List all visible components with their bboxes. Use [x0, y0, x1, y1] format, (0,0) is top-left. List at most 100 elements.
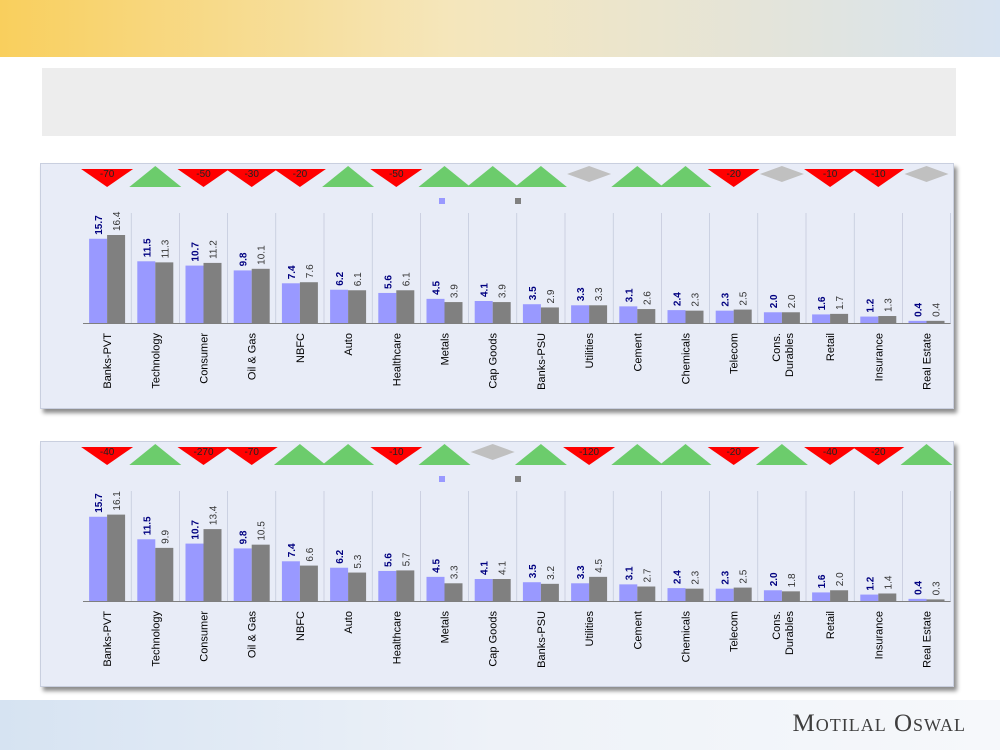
data-label-series-2: 9.9	[160, 530, 171, 544]
bar-series-1	[715, 310, 734, 323]
bar-series-1	[715, 588, 734, 601]
bar-series-1	[619, 306, 638, 323]
category-label: Cons.	[771, 611, 783, 640]
data-label-series-1: 3.3	[576, 287, 587, 301]
change-marker-label: -30	[244, 169, 259, 180]
bar-series-2	[203, 529, 222, 601]
bar-series-1	[522, 304, 541, 323]
legend-swatch-series-2	[515, 476, 521, 482]
bar-series-2	[444, 302, 463, 323]
data-label-series-1: 2.4	[673, 570, 684, 584]
bar-series-1	[137, 539, 156, 601]
bar-series-1	[330, 289, 349, 323]
bar-series-2	[492, 579, 511, 601]
change-marker-up	[322, 444, 375, 465]
bar-series-1	[908, 320, 927, 323]
bar-series-2	[107, 514, 126, 601]
bar-series-2	[251, 268, 270, 323]
category-label: Healthcare	[391, 611, 403, 664]
change-marker-down	[225, 447, 278, 465]
data-label-series-1: 4.5	[432, 559, 443, 573]
bar-series-1	[233, 270, 252, 323]
bar-series-2	[251, 544, 270, 601]
category-label: Cement	[632, 611, 644, 650]
data-label-series-1: 15.7	[94, 215, 105, 235]
data-label-series-2: 16.4	[112, 211, 123, 231]
data-label-series-2: 1.7	[835, 296, 846, 310]
bar-series-1	[89, 238, 108, 323]
data-label-series-2: 4.5	[594, 559, 605, 573]
data-label-series-2: 2.3	[691, 292, 702, 306]
category-label: Oil & Gas	[247, 333, 259, 381]
data-label-series-2: 5.7	[401, 552, 412, 566]
category-label: Cement	[632, 333, 644, 372]
data-label-series-2: 1.4	[883, 575, 894, 589]
data-label-series-1: 5.6	[383, 553, 394, 567]
bar-series-2	[492, 302, 511, 323]
category-label: Insurance	[873, 611, 885, 659]
change-marker-up	[129, 444, 182, 465]
change-marker-label: -120	[579, 447, 599, 458]
change-marker-down	[81, 169, 134, 187]
category-label: Real Estate	[922, 333, 934, 390]
bar-series-1	[281, 283, 300, 323]
bar-series-2	[733, 587, 752, 601]
bar-series-1	[185, 265, 204, 323]
change-marker-up	[322, 166, 375, 187]
category-label: Banks-PSU	[536, 611, 548, 668]
legend-swatch-series-2	[515, 198, 521, 204]
change-marker-label: -20	[293, 169, 308, 180]
bar-series-2	[878, 593, 897, 601]
bar-series-2	[203, 262, 222, 323]
change-marker-down	[707, 447, 760, 465]
data-label-series-1: 0.4	[914, 581, 925, 595]
bar-series-2	[396, 290, 415, 323]
data-label-series-2: 10.5	[257, 521, 268, 541]
bar-series-1	[619, 584, 638, 601]
bar-series-2	[685, 588, 704, 601]
data-label-series-1: 15.7	[94, 493, 105, 513]
data-label-series-1: 4.5	[432, 281, 443, 295]
change-marker-up	[418, 166, 471, 187]
category-label: Telecom	[729, 333, 741, 374]
category-label: Banks-PVT	[102, 611, 114, 667]
change-marker-up	[466, 166, 519, 187]
category-label: Consumer	[199, 611, 211, 662]
change-marker-up	[659, 444, 712, 465]
data-label-series-1: 10.7	[191, 242, 202, 262]
bar-series-1	[667, 310, 686, 323]
category-label: Auto	[343, 611, 355, 634]
change-marker-label: -10	[871, 169, 886, 180]
bar-series-1	[667, 588, 686, 601]
bar-series-2	[830, 590, 849, 601]
change-marker-down	[81, 447, 134, 465]
bar-series-1	[281, 561, 300, 601]
data-label-series-2: 2.6	[642, 291, 653, 305]
data-label-series-2: 6.6	[305, 547, 316, 561]
category-label: Technology	[150, 333, 162, 389]
bar-series-2	[107, 235, 126, 323]
data-label-series-2: 3.2	[546, 565, 557, 579]
data-label-series-2: 2.7	[642, 568, 653, 582]
change-marker-up	[514, 166, 567, 187]
bar-series-1	[571, 305, 590, 323]
category-label: NBFC	[295, 611, 307, 641]
change-marker-up	[514, 444, 567, 465]
data-label-series-1: 4.1	[480, 561, 491, 575]
change-marker-down	[852, 447, 905, 465]
chart-2-svg: -40 15.7 16.1 Banks-PVT 11.5 9.9 Technology -27…	[81, 444, 953, 668]
category-label: Retail	[825, 611, 837, 639]
bar-series-2	[155, 262, 174, 323]
data-label-series-2: 2.0	[787, 294, 798, 308]
category-label: Durables	[784, 333, 796, 378]
category-label: Cons.	[771, 333, 783, 362]
data-label-series-1: 1.2	[865, 576, 876, 590]
category-label: Banks-PSU	[536, 333, 548, 390]
bar-series-2	[540, 583, 559, 601]
change-marker-down	[370, 447, 423, 465]
change-marker-down	[225, 169, 278, 187]
category-label: Utilities	[584, 333, 596, 369]
bar-series-2	[830, 313, 849, 323]
change-marker-down	[177, 447, 230, 465]
bar-series-1	[185, 543, 204, 601]
